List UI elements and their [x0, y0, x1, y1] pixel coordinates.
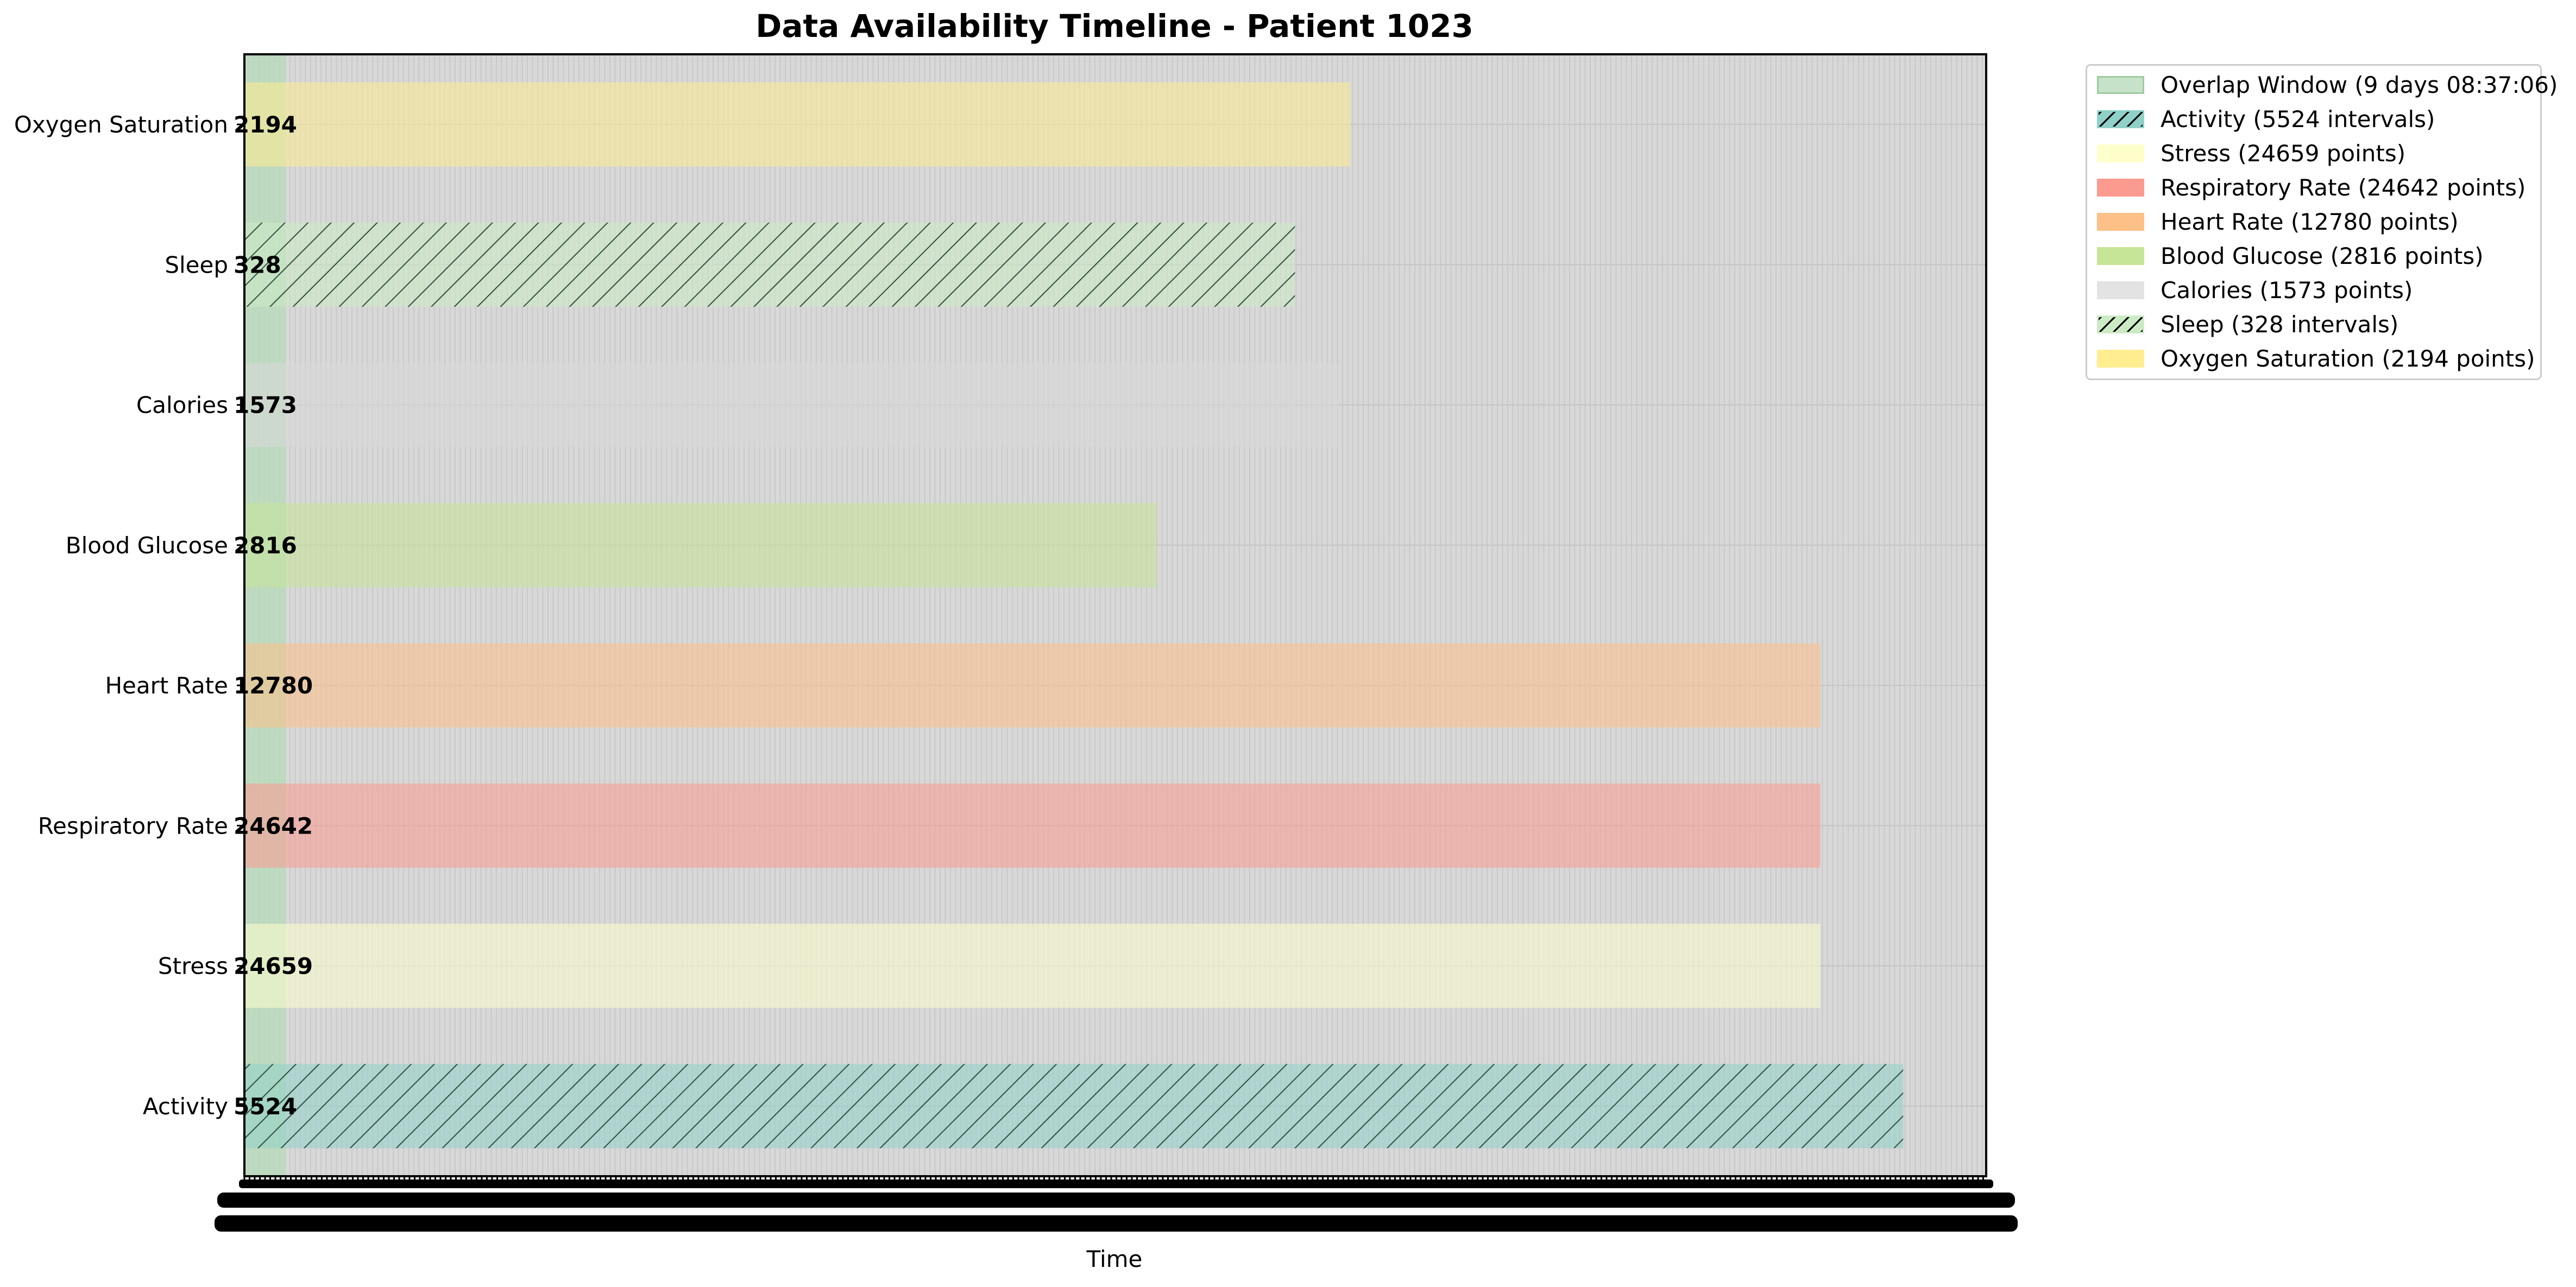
legend-label: Respiratory Rate (24642 points)	[2161, 174, 2526, 201]
legend-swatch	[2097, 213, 2144, 231]
legend-item: Overlap Window (9 days 08:37:06)	[2087, 69, 2558, 103]
bar-calories	[244, 363, 1339, 447]
x-axis-ticks	[215, 1176, 2018, 1232]
count-label-calories: 1573	[234, 392, 297, 419]
legend-swatch	[2097, 144, 2144, 162]
x-tick-label-band	[217, 1193, 2015, 1208]
plot-frame	[243, 53, 1987, 1177]
y-axis-labels: Activity Stress Respiratory Rate Heart Rate…	[14, 111, 244, 1120]
y-label-stress: Stress	[158, 953, 228, 980]
legend-label: Overlap Window (9 days 08:37:06)	[2161, 72, 2558, 98]
x-tick-label-band	[215, 1215, 2018, 1232]
y-label-blood-glucose: Blood Glucose	[66, 532, 228, 559]
chart-title: Data Availability Timeline - Patient 102…	[755, 8, 1473, 45]
legend-swatch	[2097, 350, 2144, 368]
bar-heart-rate	[244, 643, 1821, 728]
count-label-respiratory-rate: 24642	[234, 812, 313, 839]
legend-item: Stress (24659 points)	[2087, 137, 2540, 172]
legend-swatch	[2097, 179, 2144, 197]
y-label-respiratory-rate: Respiratory Rate	[38, 812, 228, 839]
count-label-stress: 24659	[234, 953, 313, 980]
legend-label: Blood Glucose (2816 points)	[2161, 243, 2484, 269]
count-label-activity: 5524	[234, 1093, 297, 1120]
legend-label: Sleep (328 intervals)	[2161, 311, 2399, 338]
legend-item: Sleep (328 intervals)	[2087, 308, 2540, 343]
y-label-sleep: Sleep	[165, 251, 228, 278]
legend-label: Stress (24659 points)	[2161, 140, 2406, 167]
legend-swatch	[2097, 76, 2144, 94]
legend-label: Calories (1573 points)	[2161, 277, 2413, 304]
count-label-heart-rate: 12780	[234, 672, 313, 699]
x-tick-label-band	[239, 1179, 1993, 1188]
legend-swatch	[2097, 281, 2144, 299]
legend-label: Activity (5524 intervals)	[2161, 106, 2435, 133]
bar-blood-glucose	[244, 503, 1157, 588]
legend-item: Activity (5524 intervals)	[2087, 103, 2540, 137]
legend-item: Calories (1573 points)	[2087, 274, 2540, 308]
legend-item: Heart Rate (12780 points)	[2087, 206, 2540, 240]
bar-hatch-sleep	[244, 222, 1295, 307]
availability-bars	[244, 82, 1904, 1149]
y-label-activity: Activity	[143, 1093, 228, 1120]
bar-stress	[244, 924, 1821, 1008]
legend-item: Blood Glucose (2816 points)	[2087, 240, 2540, 274]
legend-label: Heart Rate (12780 points)	[2161, 209, 2459, 235]
legend-item: Oxygen Saturation (2194 points)	[2087, 343, 2540, 377]
legend-swatch	[2097, 316, 2144, 333]
legend: Overlap Window (9 days 08:37:06) Activity…	[2086, 64, 2558, 380]
x-axis-title: Time	[1086, 1246, 1143, 1272]
count-label-oxygen-saturation: 2194	[234, 111, 297, 138]
count-label-blood-glucose: 2816	[234, 532, 297, 559]
bar-hatch-activity	[244, 1064, 1904, 1149]
legend-label: Oxygen Saturation (2194 points)	[2161, 345, 2535, 372]
y-label-oxygen-saturation: Oxygen Saturation	[14, 111, 228, 138]
count-label-sleep: 328	[234, 251, 281, 278]
legend-swatch	[2097, 247, 2144, 265]
y-label-heart-rate: Heart Rate	[105, 672, 228, 699]
y-label-calories: Calories	[136, 392, 228, 419]
bar-respiratory-rate	[244, 783, 1821, 868]
legend-item: Respiratory Rate (24642 points)	[2087, 172, 2540, 206]
legend-swatch	[2097, 110, 2144, 128]
bar-oxygen-saturation	[244, 82, 1351, 167]
